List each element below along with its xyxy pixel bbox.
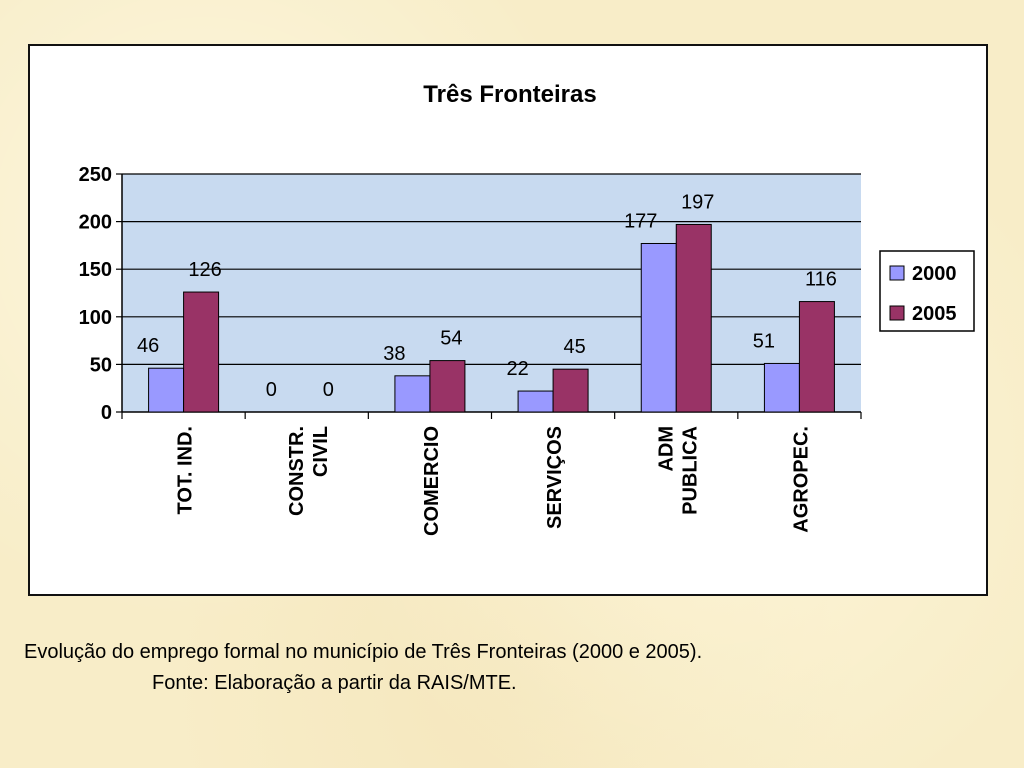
bar — [763, 362, 800, 413]
y-tick-label: 100 — [79, 307, 112, 329]
y-tick-label: 50 — [90, 354, 112, 376]
y-tick-label: 150 — [79, 259, 112, 281]
bar — [394, 375, 431, 413]
chart-frame: Três Fronteiras 0 50 100 150 200 250 46 126 TOT. … — [28, 44, 988, 596]
x-tick-label: COMERCIO — [421, 426, 443, 536]
data-label: 54 — [440, 328, 462, 350]
x-tick-label: SERVIÇOS — [544, 426, 566, 529]
data-label: 38 — [383, 343, 405, 365]
legend-label: 2000 — [912, 263, 957, 285]
bar — [552, 368, 589, 413]
data-label: 22 — [506, 358, 528, 380]
data-label: 45 — [563, 336, 585, 358]
caption-text: Evolução do emprego formal no município … — [24, 641, 703, 663]
bar-chart: Três Fronteiras 0 50 100 150 200 250 46 126 TOT. … — [79, 81, 975, 536]
data-label: 197 — [681, 191, 714, 213]
legend-label: 2005 — [912, 303, 957, 325]
y-tick-label: 200 — [79, 212, 112, 234]
y-tick-label: 250 — [79, 164, 112, 186]
x-tick-label: PUBLICA — [679, 426, 701, 515]
legend-swatch — [889, 265, 905, 281]
x-tick-label: AGROPEC. — [790, 426, 812, 533]
bar — [148, 367, 185, 413]
bar — [798, 301, 835, 413]
legend-swatch — [889, 305, 905, 321]
data-label: 177 — [624, 210, 657, 232]
data-label: 126 — [188, 259, 221, 281]
data-label: 116 — [805, 269, 837, 291]
x-tick-label: CIVIL — [310, 426, 332, 477]
data-label: 46 — [137, 335, 159, 357]
x-tick-label: TOT. IND. — [175, 426, 197, 515]
source-note: Fonte: Elaboração a partir da RAIS/MTE. — [152, 672, 517, 694]
data-label: 51 — [753, 330, 775, 352]
data-label: 0 — [323, 379, 334, 401]
bar — [640, 242, 677, 413]
plot-background — [122, 174, 861, 412]
chart-title: Três Fronteiras — [423, 81, 596, 108]
y-tick-label: 0 — [101, 402, 112, 424]
bar — [517, 390, 554, 413]
x-tick-label: ADM — [655, 426, 677, 472]
data-label: 0 — [266, 379, 277, 401]
bar — [183, 291, 220, 413]
x-tick-label: CONSTR. — [286, 426, 308, 516]
bar — [429, 360, 466, 413]
bar — [675, 223, 712, 413]
